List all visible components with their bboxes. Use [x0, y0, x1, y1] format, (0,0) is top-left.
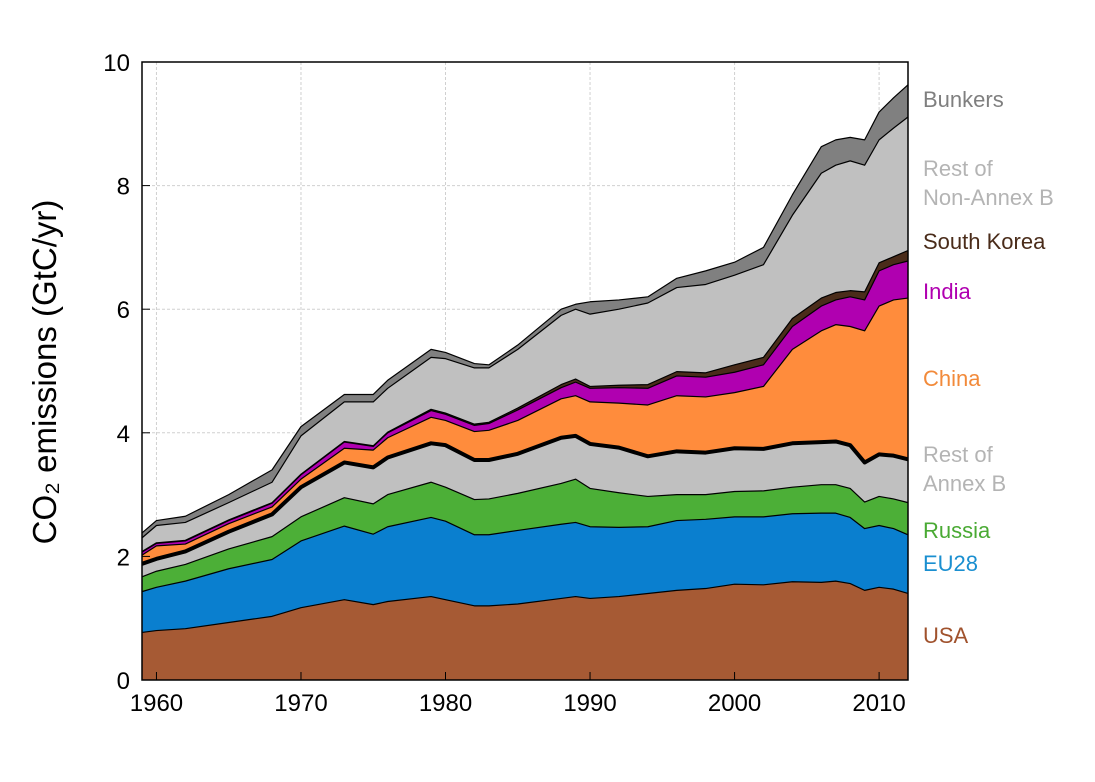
series-labels: USA EU28 Russia Rest of Annex B China India Sou… [923, 87, 1054, 648]
area-india [142, 260, 908, 556]
label-rest-of-non-annex-b: Rest of Non-Annex B [923, 156, 1054, 210]
x-tick-label: 2010 [852, 690, 905, 717]
label-south-korea: South Korea [923, 229, 1046, 254]
area-rest-of-annex-b [142, 435, 908, 577]
boundary-russia [141, 478, 909, 578]
label-usa: USA [923, 623, 969, 648]
axis-ticks: 1960 1970 1980 1990 2000 2010 0 2 4 6 8 10 [103, 50, 905, 717]
label-china: China [923, 366, 981, 391]
x-tick-label: 1970 [274, 690, 327, 717]
label-bunkers: Bunkers [923, 87, 1004, 112]
y-tick-label: 10 [103, 50, 130, 77]
y-tick-label: 2 [117, 544, 130, 571]
boundary-eu28 [141, 512, 909, 593]
y-tick-label: 4 [117, 421, 130, 448]
x-tick-label: 2000 [708, 690, 761, 717]
boundary-china [141, 297, 909, 556]
plot-frame [141, 61, 909, 681]
area-russia [142, 479, 908, 592]
y-tick-label: 6 [117, 297, 130, 324]
label-india: India [923, 279, 971, 304]
x-tick-label: 1990 [563, 690, 616, 717]
x-tick-label: 1980 [419, 690, 472, 717]
area-china [142, 298, 908, 564]
label-line: Non-Annex B [923, 185, 1054, 210]
x-tick-label: 1960 [130, 690, 183, 717]
y-axis-label: CO₂ emissions (GtC/yr) [26, 200, 63, 545]
boundary-south-korea [141, 249, 909, 552]
area-boundaries [141, 84, 909, 634]
label-eu28: EU28 [923, 551, 978, 576]
area-layers [142, 84, 908, 680]
label-rest-of-annex-b: Rest of Annex B [923, 442, 1006, 496]
boundary-bunkers [141, 84, 909, 534]
label-line: Annex B [923, 471, 1006, 496]
label-line: Rest of [923, 156, 994, 181]
label-line: Rest of [923, 442, 994, 467]
boundary-rest-of-non-annex-b [141, 116, 909, 539]
boundary-usa [141, 580, 909, 634]
y-tick-label: 0 [117, 668, 130, 695]
y-tick-label: 8 [117, 174, 130, 201]
area-usa [142, 581, 908, 680]
area-eu28 [142, 513, 908, 633]
area-rest-of-non-annex-b [142, 117, 908, 552]
boundary-rest-of-annex-b [141, 433, 909, 566]
label-russia: Russia [923, 518, 991, 543]
